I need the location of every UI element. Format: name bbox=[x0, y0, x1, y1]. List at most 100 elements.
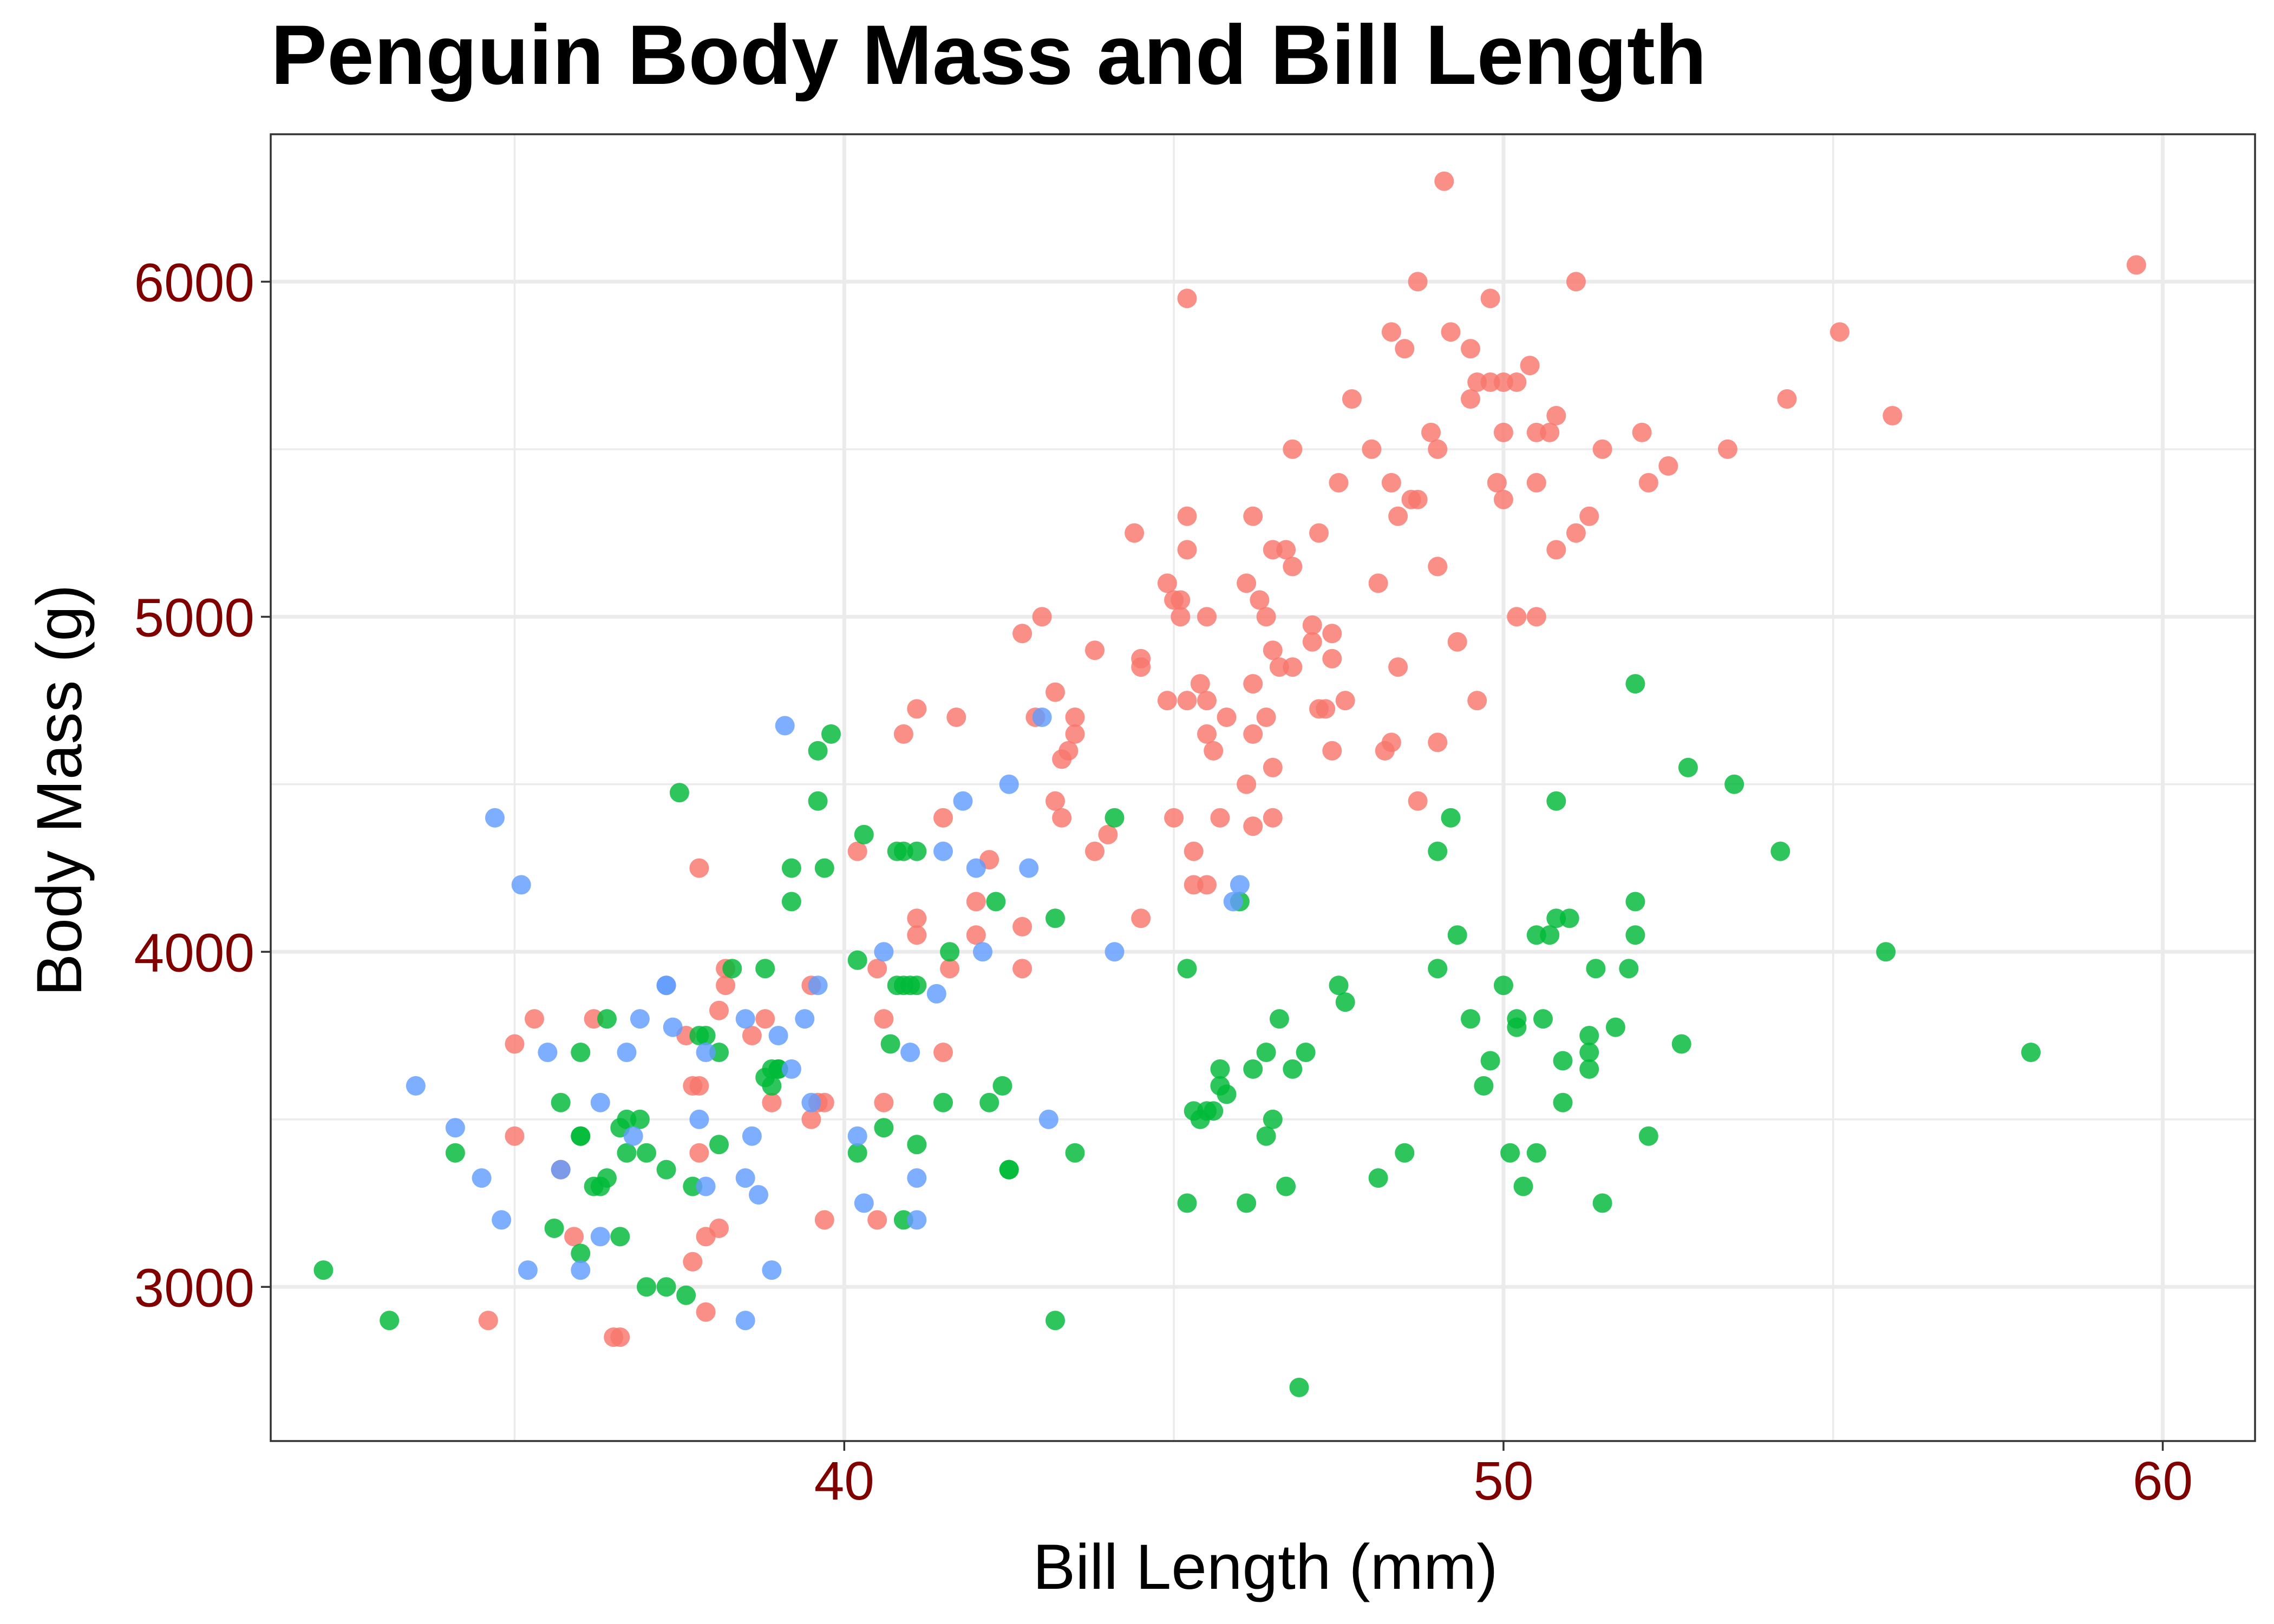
data-point bbox=[1263, 757, 1283, 777]
data-point bbox=[1579, 1043, 1599, 1062]
data-point bbox=[505, 1034, 525, 1054]
data-point bbox=[1283, 556, 1303, 577]
data-point bbox=[781, 1059, 801, 1079]
data-point bbox=[1197, 691, 1217, 711]
data-point bbox=[485, 808, 505, 828]
data-point bbox=[847, 1143, 867, 1163]
minor-gridlines bbox=[271, 134, 2255, 1441]
data-point bbox=[742, 1026, 762, 1045]
data-point bbox=[1441, 322, 1461, 342]
data-point bbox=[755, 959, 775, 979]
data-point bbox=[1065, 1143, 1085, 1163]
data-point bbox=[1309, 699, 1329, 719]
data-point bbox=[907, 699, 927, 719]
data-point bbox=[801, 1109, 821, 1129]
data-point bbox=[1586, 959, 1606, 979]
y-tick-label: 5000 bbox=[134, 587, 254, 648]
data-point bbox=[1237, 1193, 1257, 1213]
data-point bbox=[1184, 841, 1204, 861]
data-point bbox=[867, 959, 887, 979]
data-point bbox=[874, 1009, 894, 1029]
data-point bbox=[1210, 1076, 1230, 1096]
data-point bbox=[1487, 473, 1507, 493]
data-point bbox=[874, 1118, 894, 1138]
data-point bbox=[742, 1126, 762, 1146]
data-point bbox=[1428, 732, 1448, 752]
data-point bbox=[1520, 356, 1540, 376]
data-point bbox=[887, 841, 907, 861]
data-point bbox=[1105, 808, 1125, 828]
data-point bbox=[1579, 506, 1599, 526]
data-point bbox=[1269, 657, 1289, 677]
data-point bbox=[814, 1210, 834, 1230]
x-axis-title: Bill Length (mm) bbox=[1033, 1531, 1498, 1603]
data-point bbox=[1526, 422, 1546, 442]
data-point bbox=[1289, 1378, 1309, 1397]
data-point bbox=[1243, 724, 1263, 744]
data-point bbox=[1322, 624, 1342, 644]
x-tick-label: 60 bbox=[2133, 1451, 2193, 1511]
data-point bbox=[1012, 624, 1033, 644]
data-point bbox=[1177, 289, 1197, 309]
data-point bbox=[1632, 422, 1652, 442]
data-point bbox=[1381, 322, 1401, 342]
data-point bbox=[1381, 473, 1401, 493]
data-point bbox=[808, 791, 828, 811]
data-point bbox=[874, 942, 894, 962]
data-point bbox=[1658, 456, 1678, 476]
data-point bbox=[755, 1009, 775, 1029]
data-point bbox=[1263, 540, 1283, 560]
data-point bbox=[1045, 791, 1065, 811]
data-point bbox=[683, 1076, 703, 1096]
data-point bbox=[617, 1043, 637, 1062]
data-point bbox=[1302, 615, 1322, 635]
data-point bbox=[1256, 1126, 1276, 1146]
data-point bbox=[893, 724, 913, 744]
data-point bbox=[1105, 942, 1125, 962]
data-point bbox=[1197, 607, 1217, 627]
data-point bbox=[1428, 439, 1448, 459]
data-point bbox=[590, 1227, 610, 1247]
data-point bbox=[874, 1092, 894, 1112]
data-point bbox=[1329, 975, 1349, 996]
data-point bbox=[1190, 674, 1210, 694]
data-point bbox=[1131, 908, 1151, 928]
data-point bbox=[1098, 824, 1118, 844]
data-point bbox=[1526, 473, 1546, 493]
data-point bbox=[1513, 1176, 1533, 1196]
data-point bbox=[933, 841, 953, 861]
data-point bbox=[1210, 808, 1230, 828]
data-point bbox=[1085, 841, 1105, 861]
data-point bbox=[966, 858, 986, 878]
data-point bbox=[696, 1176, 716, 1196]
data-point bbox=[854, 824, 874, 844]
data-point bbox=[735, 1311, 755, 1331]
data-point bbox=[1335, 691, 1355, 711]
data-point bbox=[999, 1160, 1019, 1180]
data-point bbox=[472, 1168, 492, 1188]
data-point bbox=[1164, 808, 1184, 828]
data-point bbox=[979, 1092, 999, 1112]
data-point bbox=[590, 1092, 610, 1112]
data-point bbox=[1322, 741, 1342, 761]
data-point bbox=[623, 1126, 643, 1146]
data-point bbox=[1467, 691, 1487, 711]
data-point bbox=[544, 1219, 564, 1238]
data-point bbox=[801, 1092, 821, 1112]
data-point bbox=[1223, 892, 1243, 912]
data-point bbox=[1045, 682, 1065, 702]
data-point bbox=[689, 1143, 709, 1163]
data-point bbox=[406, 1076, 426, 1096]
x-axis-ticks: 40 50 60 bbox=[814, 1441, 2193, 1511]
data-point bbox=[1217, 708, 1237, 727]
data-point bbox=[669, 783, 689, 803]
data-point bbox=[1032, 708, 1052, 727]
data-point bbox=[1546, 791, 1566, 811]
data-point bbox=[1263, 1109, 1283, 1129]
data-point bbox=[966, 925, 986, 945]
data-point bbox=[1526, 1143, 1546, 1163]
data-point bbox=[1428, 841, 1448, 861]
data-point bbox=[986, 892, 1006, 912]
data-point bbox=[1309, 523, 1329, 543]
